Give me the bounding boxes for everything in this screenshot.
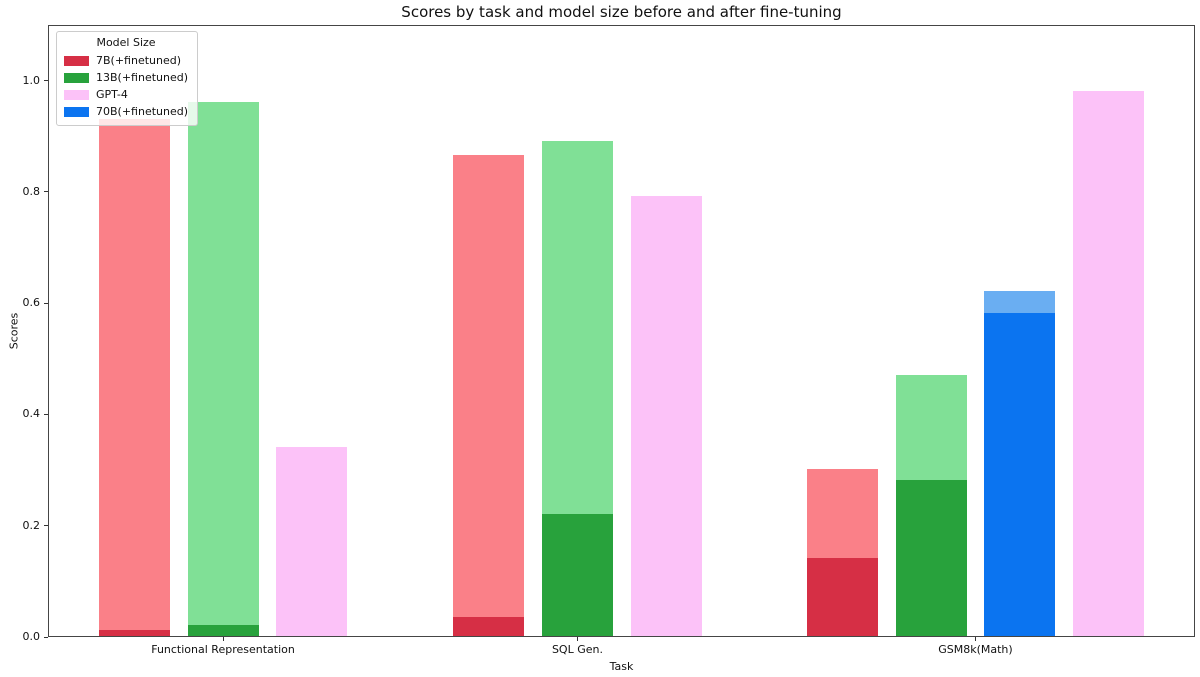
x-tick-mark <box>222 637 224 641</box>
bar-segment-base <box>895 480 967 636</box>
legend-entry-label: GPT-4 <box>96 88 128 101</box>
y-tick-label: 0.8 <box>22 184 41 198</box>
legend-swatch-icon <box>64 106 89 117</box>
bar-7b-gsm8k-math <box>806 26 878 636</box>
bar-segment-base <box>98 630 170 636</box>
bar-segment-base <box>541 513 613 636</box>
y-tick-label: 1.0 <box>22 73 41 87</box>
y-axis-label: Scores <box>7 312 21 350</box>
x-tick-mark <box>576 637 578 641</box>
bar-7b-functional-representation <box>98 26 170 636</box>
y-tick-label: 0.2 <box>22 518 41 532</box>
bar-segment-base <box>453 616 525 636</box>
bar-segment-base <box>806 558 878 636</box>
bar-segment-score <box>630 196 702 636</box>
bar-segment-score <box>276 446 348 636</box>
legend-entry-70b-finetuned: 70B(+finetuned) <box>64 103 188 120</box>
plot-area: Model Size 7B(+finetuned) 13B(+finetuned)… <box>48 25 1195 637</box>
x-tick-label-sql-gen: SQL Gen. <box>551 643 603 656</box>
legend-entry-7b-finetuned: 7B(+finetuned) <box>64 52 188 69</box>
bar-70b-gsm8k-math <box>984 26 1056 636</box>
x-tick-label-gsm8k-math: GSM8k(Math) <box>938 643 1013 656</box>
y-tick-label: 0.0 <box>22 630 41 643</box>
y-tick-label: 0.4 <box>22 407 41 421</box>
legend-entry-13b-finetuned: 13B(+finetuned) <box>64 69 188 86</box>
x-tick-mark <box>974 637 976 641</box>
bar-segment-base <box>187 624 259 636</box>
bar-13b-functional-representation <box>187 26 259 636</box>
bar-segment-score <box>1073 90 1145 636</box>
bar-13b-sql-gen <box>541 26 613 636</box>
bars-layer <box>49 26 1194 636</box>
x-axis-label: Task <box>609 660 634 673</box>
legend-swatch-icon <box>64 55 89 66</box>
bar-gpt-4-gsm8k-math <box>1073 26 1145 636</box>
legend-title: Model Size <box>96 36 156 49</box>
bar-13b-gsm8k-math <box>895 26 967 636</box>
legend: Model Size 7B(+finetuned) 13B(+finetuned)… <box>56 31 199 126</box>
bar-segment-base <box>984 313 1056 636</box>
legend-entry-label: 70B(+finetuned) <box>96 105 189 118</box>
legend-swatch-icon <box>64 72 89 83</box>
bar-segment-finetuned <box>187 101 259 636</box>
legend-entry-label: 13B(+finetuned) <box>96 71 189 84</box>
legend-entry-gpt-4: GPT-4 <box>64 86 188 103</box>
bar-segment-finetuned <box>453 154 525 636</box>
x-tick-label-functional-representation: Functional Representation <box>151 643 295 656</box>
legend-entry-label: 7B(+finetuned) <box>96 54 182 67</box>
chart-title: Scores by task and model size before and… <box>401 3 842 21</box>
bar-7b-sql-gen <box>453 26 525 636</box>
legend-swatch-icon <box>64 89 89 100</box>
y-tick-label: 0.6 <box>22 296 41 310</box>
bar-gpt-4-functional-representation <box>276 26 348 636</box>
bar-segment-finetuned <box>98 118 170 636</box>
bar-gpt-4-sql-gen <box>630 26 702 636</box>
